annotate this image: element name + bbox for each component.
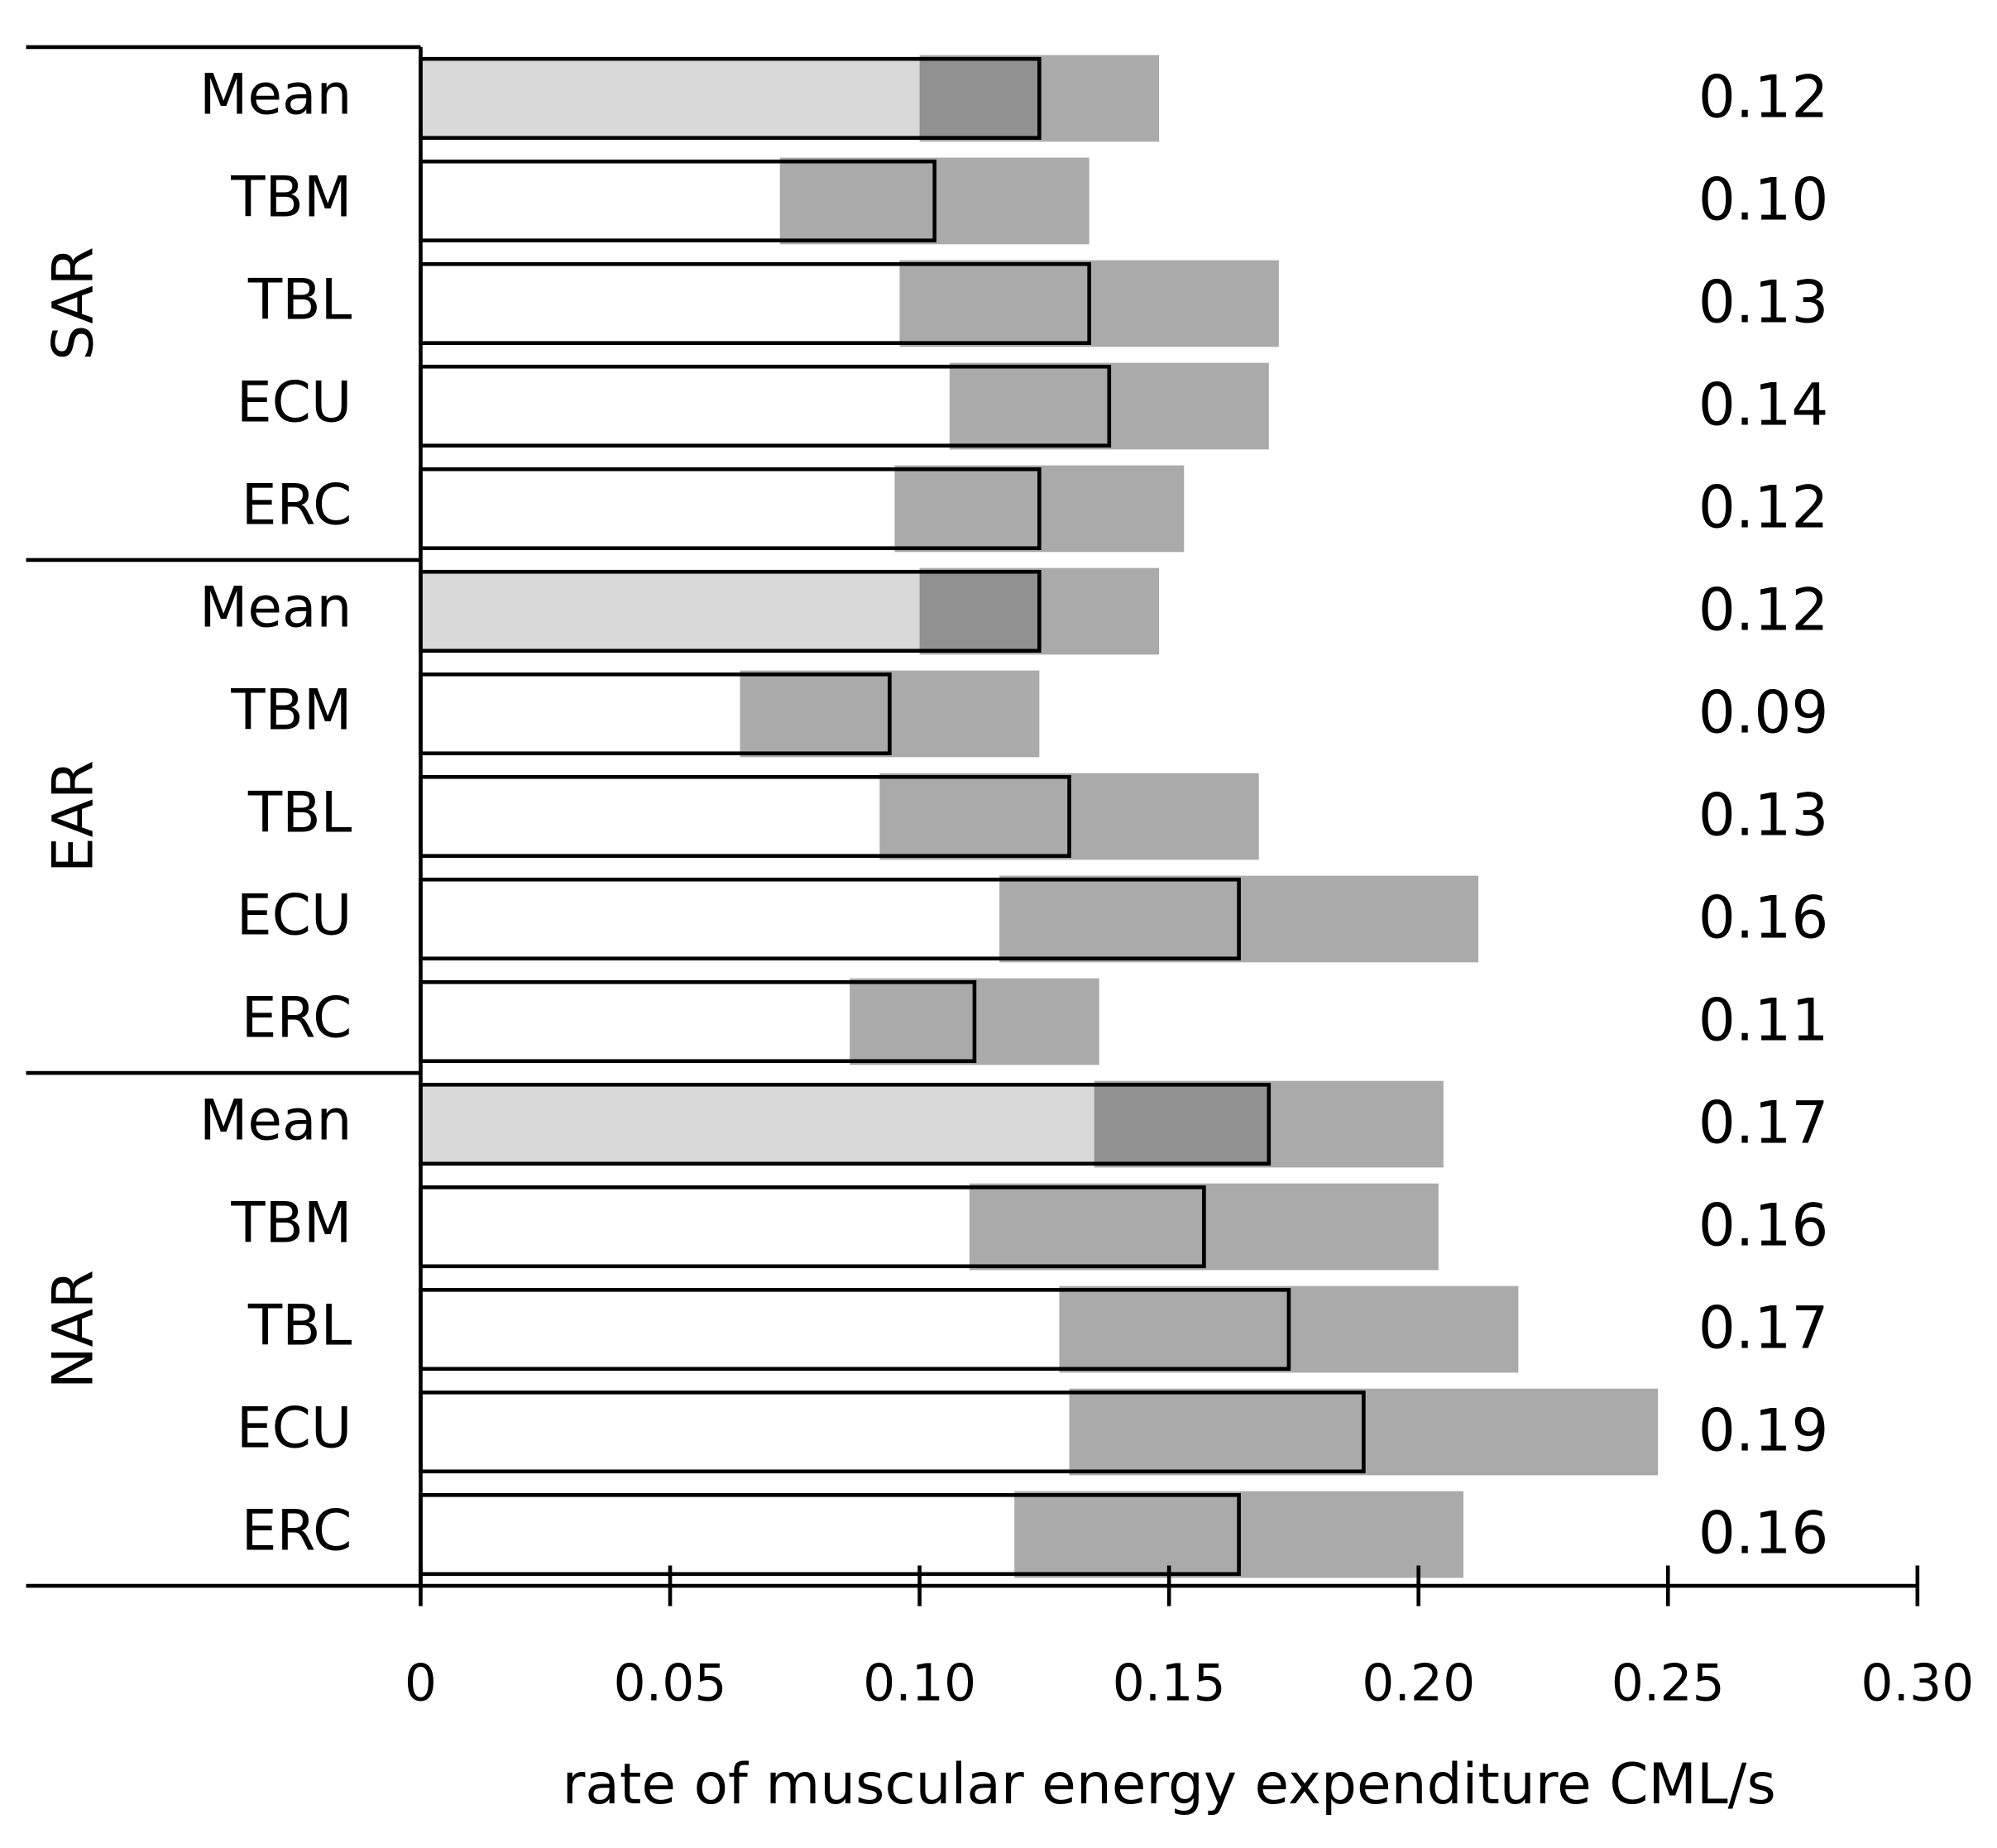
x-tick-label: 0 [405, 1654, 437, 1713]
category-label: TBM [230, 677, 352, 743]
value-label: 0.17 [1698, 1294, 1829, 1362]
x-tick-label: 0.25 [1611, 1654, 1725, 1713]
value-label: 0.19 [1698, 1396, 1829, 1465]
category-label: TBL [247, 1293, 352, 1358]
x-tick-label: 0.30 [1861, 1654, 1974, 1713]
value-label: 0.10 [1698, 165, 1829, 234]
category-label: ERC [242, 472, 352, 538]
group-label: SAR [41, 247, 106, 361]
value-label: 0.16 [1698, 1499, 1829, 1568]
category-label: TBL [247, 266, 352, 332]
group-label: EAR [41, 760, 106, 873]
category-label: TBL [247, 780, 352, 845]
value-label: 0.12 [1698, 63, 1829, 132]
value-label: 0.12 [1698, 576, 1829, 644]
x-tick-label: 0.05 [614, 1654, 727, 1713]
category-label: Mean [199, 575, 352, 640]
value-label: 0.09 [1698, 678, 1829, 747]
category-label: ERC [242, 985, 352, 1051]
category-label: Mean [199, 1088, 352, 1153]
value-label: 0.16 [1698, 883, 1829, 952]
value-label: 0.14 [1698, 371, 1829, 439]
x-tick-label: 0.10 [863, 1654, 976, 1713]
category-label: TBM [230, 1190, 352, 1256]
x-tick-label: 0.15 [1113, 1654, 1226, 1713]
x-axis-title: rate of muscular energy expenditure CML/… [563, 1751, 1776, 1817]
x-tick-label: 0.20 [1362, 1654, 1475, 1713]
category-label: TBM [230, 164, 352, 229]
value-label: 0.17 [1698, 1089, 1829, 1157]
value-label: 0.16 [1698, 1191, 1829, 1260]
group-label: NAR [41, 1270, 106, 1389]
category-label: ECU [237, 1396, 352, 1461]
category-label: ECU [237, 883, 352, 948]
value-label: 0.13 [1698, 781, 1829, 850]
value-label: 0.13 [1698, 268, 1829, 337]
category-label: Mean [199, 61, 352, 127]
category-label: ERC [242, 1498, 352, 1563]
value-label: 0.12 [1698, 473, 1829, 542]
category-label: ECU [237, 370, 352, 435]
value-label: 0.11 [1698, 986, 1829, 1055]
